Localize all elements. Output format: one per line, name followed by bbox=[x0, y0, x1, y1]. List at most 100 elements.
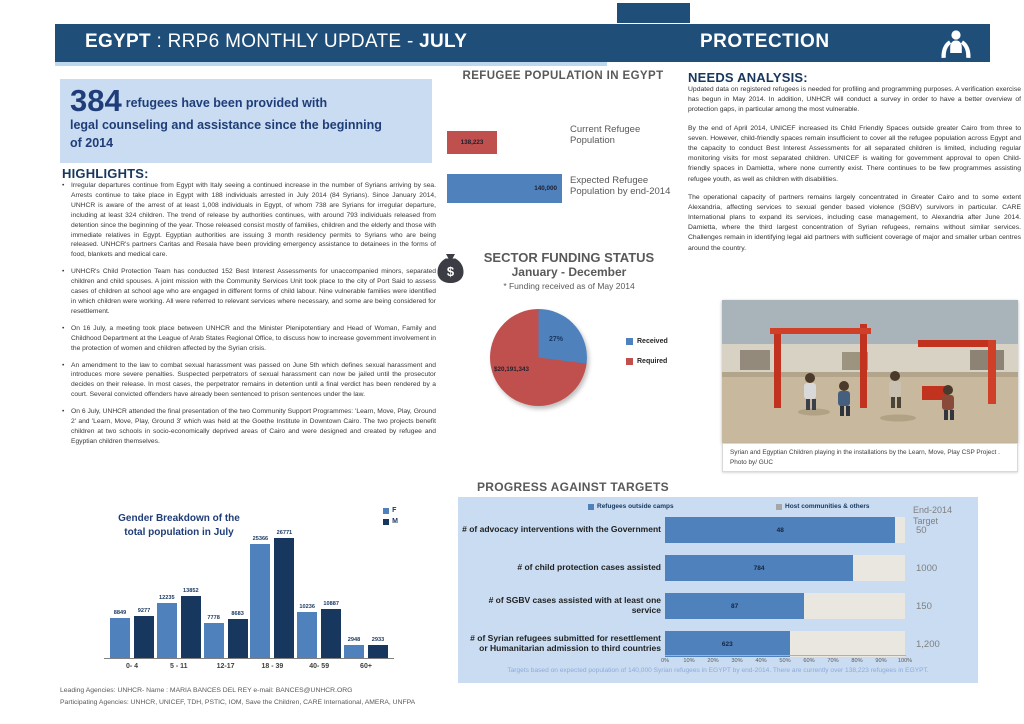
gender-chart-x-axis: 0- 4 5 - 11 12-17 18 - 39 40- 59 60+ bbox=[104, 663, 394, 670]
key-figure-number: 384 bbox=[70, 83, 122, 118]
highlight-bullet: On 16 July, a meeting took place between… bbox=[62, 324, 436, 354]
money-bag-dollar-icon: $ bbox=[437, 254, 464, 283]
top-edge-tab bbox=[617, 3, 690, 23]
leading-agencies: Leading Agencies: UNHCR- Name : MARIA BA… bbox=[60, 687, 353, 694]
progress-axis-tick: 90% bbox=[875, 658, 887, 664]
progress-bar-fill: 87 bbox=[665, 593, 805, 619]
funding-required-label: $20,191,343 bbox=[494, 366, 530, 373]
participating-agencies: Participating Agencies: UNHCR, UNICEF, T… bbox=[60, 698, 416, 706]
gender-bar: 2948 bbox=[343, 637, 364, 658]
refugees-outside-camps-swatch bbox=[588, 503, 594, 510]
progress-axis-tick: 10% bbox=[683, 658, 695, 664]
gender-bar-group: 7778 8683 bbox=[203, 611, 248, 658]
host-communities-label: Host communities & others bbox=[785, 503, 870, 510]
needs-analysis-heading: NEEDS ANALYSIS: bbox=[688, 70, 808, 85]
gender-bar-value: 8849 bbox=[113, 610, 127, 616]
progress-section-title: PROGRESS AGAINST TARGETS bbox=[477, 480, 669, 494]
progress-bar-fill: 48 bbox=[665, 517, 896, 543]
title-rest: : RRP6 MONTHLY UPDATE - bbox=[150, 31, 420, 52]
gender-bar-value: 2948 bbox=[347, 637, 361, 643]
gender-bar-value: 9277 bbox=[137, 608, 151, 614]
gender-bar: 12235 bbox=[156, 595, 177, 658]
progress-row: # of SGBV cases assisted with at least o… bbox=[458, 593, 978, 619]
refugees-outside-camps-label: Refugees outside camps bbox=[597, 503, 674, 510]
highlights-list: Irregular departures continue from Egypt… bbox=[62, 181, 436, 454]
progress-row: # of Syrian refugees submitted for reset… bbox=[458, 631, 978, 657]
progress-axis-tick: 40% bbox=[755, 658, 767, 664]
progress-bar-fill: 623 bbox=[665, 631, 790, 657]
gender-series-label: F bbox=[392, 507, 397, 514]
progress-bar-track: 48 bbox=[665, 517, 905, 543]
legend-item-required: Required bbox=[626, 358, 668, 365]
title-country: EGYPT bbox=[85, 31, 151, 52]
gender-bar-value: 2933 bbox=[371, 637, 385, 643]
progress-row-target: 1,200 bbox=[916, 638, 940, 650]
received-label: Received bbox=[637, 338, 668, 345]
gender-x-label: 0- 4 bbox=[125, 663, 139, 670]
highlight-bullet: On 6 July, UNHCR attended the final pres… bbox=[62, 407, 436, 447]
agencies-footer: Leading Agencies: UNHCR- Name : MARIA BA… bbox=[60, 685, 415, 709]
title-month: JULY bbox=[419, 31, 468, 52]
population-chart: 138,223 Current Refugee Population 140,0… bbox=[440, 105, 686, 230]
progress-row-label: # of child protection cases assisted bbox=[517, 562, 661, 573]
expected-population-value: 140,000 bbox=[534, 185, 557, 192]
progress-bar-track: 784 bbox=[665, 555, 905, 581]
gender-bar-group: 8849 9277 bbox=[110, 608, 154, 658]
gender-series-label: M bbox=[392, 518, 398, 525]
gender-bar: 2933 bbox=[367, 637, 388, 658]
gender-bar-group: 2948 2933 bbox=[343, 637, 388, 658]
progress-row: # of advocacy interventions with the Gov… bbox=[458, 517, 978, 543]
gender-chart: Gender Breakdown of the total population… bbox=[62, 497, 398, 683]
gender-x-label: 18 - 39 bbox=[261, 663, 284, 670]
funding-chart-title: SECTOR FUNDING STATUS bbox=[483, 250, 655, 265]
progress-bar-fill: 784 bbox=[665, 555, 854, 581]
sector-title: PROTECTION bbox=[700, 31, 830, 52]
progress-panel: Refugees outside camps Host communities … bbox=[458, 497, 978, 683]
key-figure-line2: legal counseling and assistance since th… bbox=[70, 118, 382, 132]
funding-chart-subtitle: January - December bbox=[511, 265, 627, 279]
needs-paragraph: By the end of April 2014, UNICEF increas… bbox=[688, 124, 1021, 183]
progress-bar-track: 87 bbox=[665, 593, 905, 619]
child-figure bbox=[804, 373, 816, 410]
progress-axis-tick: 50% bbox=[779, 658, 791, 664]
gender-bar-group: 10236 10887 bbox=[297, 601, 342, 658]
progress-axis-tick: 100% bbox=[897, 658, 913, 664]
gender-bar-value: 13852 bbox=[183, 588, 199, 594]
required-label: Required bbox=[637, 358, 668, 365]
funding-pie-chart bbox=[490, 309, 587, 406]
gender-bar-value: 25366 bbox=[252, 536, 269, 542]
gender-x-label: 12-17 bbox=[216, 663, 235, 670]
required-swatch bbox=[626, 358, 633, 365]
funding-received-label: 27% bbox=[549, 336, 564, 343]
gender-x-label: 40- 59 bbox=[309, 663, 330, 670]
progress-axis-tick: 0% bbox=[660, 658, 670, 664]
gender-legend-item: F bbox=[383, 507, 398, 514]
gender-bar: 13852 bbox=[180, 588, 201, 658]
progress-row-target: 1000 bbox=[916, 562, 938, 574]
progress-bar-value: 48 bbox=[776, 526, 784, 534]
funding-chart-note: * Funding received as of May 2014 bbox=[503, 281, 635, 291]
highlight-bullet: Irregular departures continue from Egypt… bbox=[62, 181, 436, 260]
gender-bar-value: 26771 bbox=[276, 530, 293, 536]
gender-bar: 9277 bbox=[134, 608, 154, 658]
progress-bar-track: 623 bbox=[665, 631, 905, 657]
highlights-heading: HIGHLIGHTS: bbox=[62, 166, 149, 181]
key-figure-line1: refugees have been provided with bbox=[125, 96, 328, 110]
progress-x-axis: 0% 10% 20% 30% 40% 50% 60% 70% 80% 90% 100% bbox=[661, 655, 912, 667]
legend-host-communities: Host communities & others bbox=[776, 503, 870, 510]
gender-series-swatch bbox=[383, 518, 390, 525]
progress-axis-tick: 80% bbox=[851, 658, 863, 664]
progress-rows: # of advocacy interventions with the Gov… bbox=[458, 517, 978, 669]
progress-row: # of child protection cases assisted 784 1… bbox=[458, 555, 978, 581]
needs-paragraph: Updated data on registered refugees is n… bbox=[688, 86, 1021, 114]
needs-analysis-body: Updated data on registered refugees is n… bbox=[688, 85, 1021, 262]
host-communities-swatch bbox=[776, 503, 782, 510]
progress-row-label: # of SGBV cases assisted with at least o… bbox=[488, 595, 661, 615]
gender-bar-value: 12235 bbox=[159, 595, 175, 601]
gender-chart-plot: 8849 9277 12235 13852 7778 8683 25366 26771 1023… bbox=[104, 525, 394, 659]
expected-population-label: Expected Refugee Population by end-2014 bbox=[570, 175, 671, 197]
funding-legend: Received Required bbox=[626, 338, 668, 378]
page-title: EGYPT : RRP6 MONTHLY UPDATE - JULY bbox=[85, 31, 467, 53]
gender-bar: 10236 bbox=[297, 604, 318, 658]
